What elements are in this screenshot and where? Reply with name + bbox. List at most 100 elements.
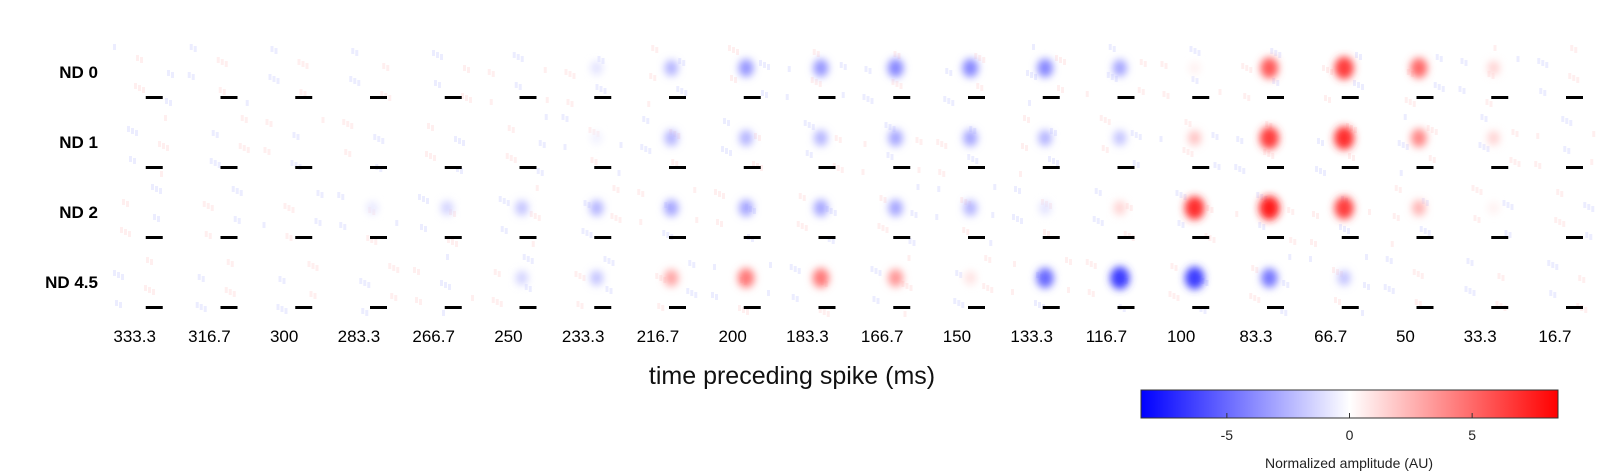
noise-pixel bbox=[1357, 82, 1360, 88]
noise-pixel bbox=[453, 211, 456, 217]
noise-pixel bbox=[280, 306, 284, 312]
noise-pixel bbox=[1137, 87, 1141, 93]
noise-pixel bbox=[890, 154, 894, 160]
noise-pixel bbox=[1043, 229, 1046, 235]
noise-pixel bbox=[454, 136, 457, 142]
noise-pixel bbox=[363, 280, 367, 286]
noise-pixel bbox=[728, 45, 731, 51]
noise-pixel bbox=[213, 160, 217, 166]
noise-pixel bbox=[1272, 78, 1276, 84]
noise-pixel bbox=[915, 137, 919, 143]
rf-blob bbox=[1110, 266, 1130, 290]
noise-pixel bbox=[1143, 61, 1147, 67]
noise-pixel bbox=[833, 210, 837, 216]
noise-pixel bbox=[514, 82, 518, 88]
noise-pixel bbox=[446, 254, 449, 260]
noise-pixel bbox=[990, 287, 994, 293]
noise-pixel bbox=[1541, 60, 1545, 66]
noise-pixel bbox=[725, 148, 728, 154]
noise-pixel bbox=[120, 227, 123, 233]
noise-pixel bbox=[597, 56, 601, 62]
noise-pixel bbox=[1289, 237, 1293, 243]
noise-pixel bbox=[206, 203, 210, 209]
x-axis-label: time preceding spike (ms) bbox=[649, 362, 935, 390]
noise-pixel bbox=[616, 187, 620, 193]
noise-pixel bbox=[878, 270, 882, 276]
noise-pixel bbox=[1391, 288, 1395, 294]
heatmap-cell bbox=[432, 50, 472, 103]
rf-blob bbox=[664, 129, 679, 147]
noise-pixel bbox=[415, 297, 418, 303]
noise-pixel bbox=[524, 284, 528, 290]
noise-pixel bbox=[1288, 254, 1292, 260]
rf-blob bbox=[1188, 130, 1202, 146]
heatmap-cell bbox=[803, 120, 844, 173]
noise-pixel bbox=[1497, 273, 1501, 279]
noise-pixel bbox=[272, 76, 276, 82]
noise-pixel bbox=[684, 90, 688, 96]
noise-pixel bbox=[124, 229, 127, 235]
heatmap-cell bbox=[711, 262, 772, 315]
noise-pixel bbox=[427, 123, 430, 129]
noise-pixel bbox=[822, 309, 826, 315]
noise-pixel bbox=[899, 83, 903, 89]
noise-pixel bbox=[688, 260, 692, 266]
noise-pixel bbox=[418, 194, 421, 200]
noise-pixel bbox=[315, 265, 319, 271]
noise-pixel bbox=[1470, 260, 1474, 266]
noise-pixel bbox=[648, 148, 652, 154]
rf-blob bbox=[964, 271, 977, 285]
noise-pixel bbox=[144, 285, 147, 291]
noise-pixel bbox=[1419, 226, 1423, 232]
heatmap-cell bbox=[721, 118, 763, 171]
noise-pixel bbox=[1038, 302, 1041, 308]
x-tick-label: 250 bbox=[494, 327, 522, 346]
noise-pixel bbox=[344, 149, 348, 155]
noise-pixel bbox=[1249, 293, 1253, 299]
heatmap-cell bbox=[113, 44, 174, 106]
rf-blob bbox=[590, 61, 603, 75]
noise-pixel bbox=[540, 170, 544, 176]
noise-pixel bbox=[1262, 224, 1266, 230]
heatmap-cell bbox=[1175, 190, 1216, 243]
noise-pixel bbox=[233, 216, 237, 222]
noise-pixel bbox=[651, 45, 655, 51]
noise-pixel bbox=[803, 120, 807, 126]
noise-pixel bbox=[451, 239, 454, 245]
noise-pixel bbox=[1432, 157, 1436, 163]
noise-pixel bbox=[469, 97, 472, 103]
noise-pixel bbox=[1363, 282, 1366, 288]
noise-pixel bbox=[320, 192, 324, 198]
heatmap-cell bbox=[1085, 259, 1135, 312]
noise-pixel bbox=[805, 150, 809, 156]
noise-pixel bbox=[980, 85, 984, 91]
noise-pixel bbox=[1516, 56, 1520, 62]
noise-pixel bbox=[1312, 211, 1315, 217]
noise-pixel bbox=[380, 91, 384, 97]
noise-pixel bbox=[444, 282, 447, 288]
noise-pixel bbox=[395, 220, 399, 226]
noise-pixel bbox=[1105, 147, 1109, 153]
heatmap-cell bbox=[1478, 114, 1521, 169]
noise-pixel bbox=[993, 184, 997, 190]
noise-pixel bbox=[1427, 230, 1431, 236]
heatmap-cell bbox=[1458, 45, 1520, 107]
noise-pixel bbox=[1278, 52, 1282, 58]
scale-bar bbox=[220, 96, 238, 99]
noise-pixel bbox=[1032, 44, 1035, 50]
noise-pixel bbox=[434, 80, 437, 86]
noise-pixel bbox=[879, 195, 883, 201]
noise-pixel bbox=[947, 98, 951, 104]
rf-blob bbox=[813, 199, 829, 217]
noise-pixel bbox=[502, 198, 506, 204]
noise-pixel bbox=[863, 141, 867, 147]
noise-pixel bbox=[905, 283, 909, 289]
noise-pixel bbox=[365, 310, 369, 316]
scale-bar bbox=[295, 306, 313, 309]
noise-pixel bbox=[723, 118, 726, 124]
noise-pixel bbox=[605, 286, 609, 292]
noise-pixel bbox=[1139, 59, 1143, 65]
noise-pixel bbox=[908, 238, 912, 244]
noise-pixel bbox=[1423, 228, 1427, 234]
